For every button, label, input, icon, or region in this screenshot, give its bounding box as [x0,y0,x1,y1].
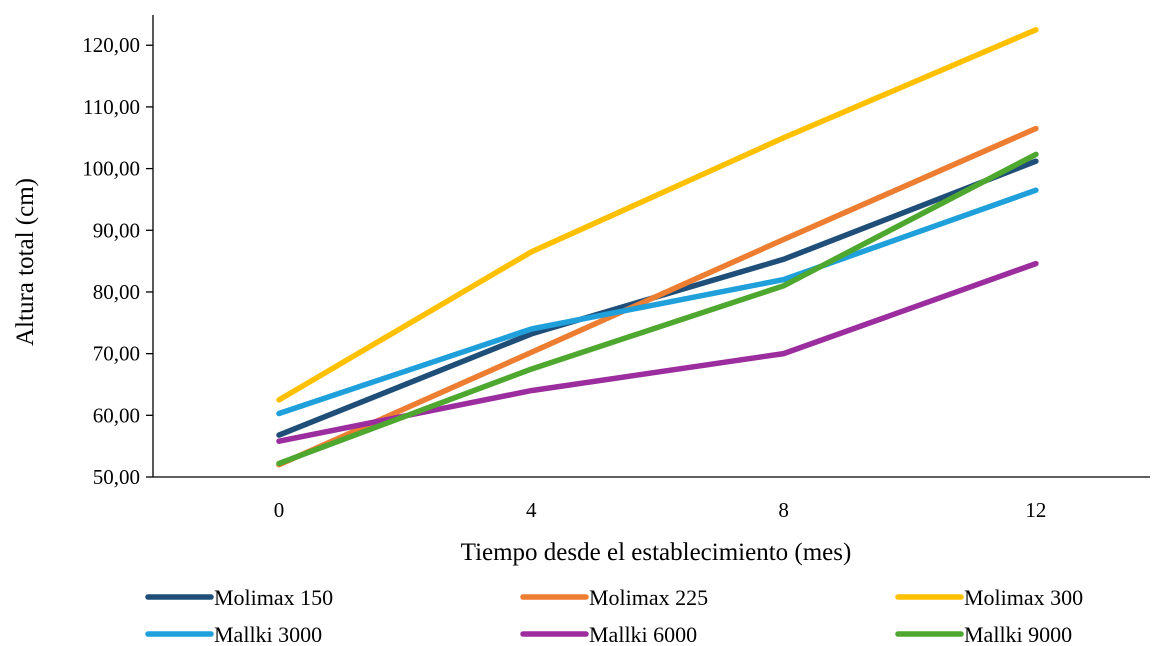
x-axis-ticks: 0 4 8 12 [274,498,1047,522]
y-tick-label: 100,00 [82,157,140,181]
y-tick-label: 60,00 [93,403,140,427]
y-tick-label: 90,00 [93,218,140,242]
legend-label: Mallki 3000 [214,622,322,646]
y-tick-label: 110,00 [83,95,140,119]
legend: Molimax 150 Molimax 225 Molimax 300 Mallki … [145,585,1083,646]
series-line-mallki-3000 [276,187,1039,417]
y-tick-label: 70,00 [93,342,140,366]
y-axis-ticks: 50,00 60,00 70,00 80,00 90,00 100,00 110,00 120… [82,33,153,489]
legend-label: Mallki 9000 [964,622,1072,646]
legend-label: Molimax 150 [214,585,333,610]
x-tick-label: 12 [1025,498,1046,522]
x-tick-label: 8 [778,498,789,522]
series-lines [276,27,1039,468]
series-line-mallki-9000 [276,151,1039,467]
x-tick-label: 4 [526,498,537,522]
series-line-molimax-225 [276,125,1039,468]
legend-label: Molimax 300 [964,585,1083,610]
x-tick-label: 0 [274,498,285,522]
legend-label: Molimax 225 [589,585,708,610]
y-tick-label: 120,00 [82,33,140,57]
y-tick-label: 50,00 [93,465,140,489]
y-tick-label: 80,00 [93,280,140,304]
legend-label: Mallki 6000 [589,622,697,646]
series-line-molimax-300 [276,27,1039,403]
x-axis-title: Tiempo desde el establecimiento (mes) [461,539,852,566]
y-axis-title: Altura total (cm) [12,178,39,346]
